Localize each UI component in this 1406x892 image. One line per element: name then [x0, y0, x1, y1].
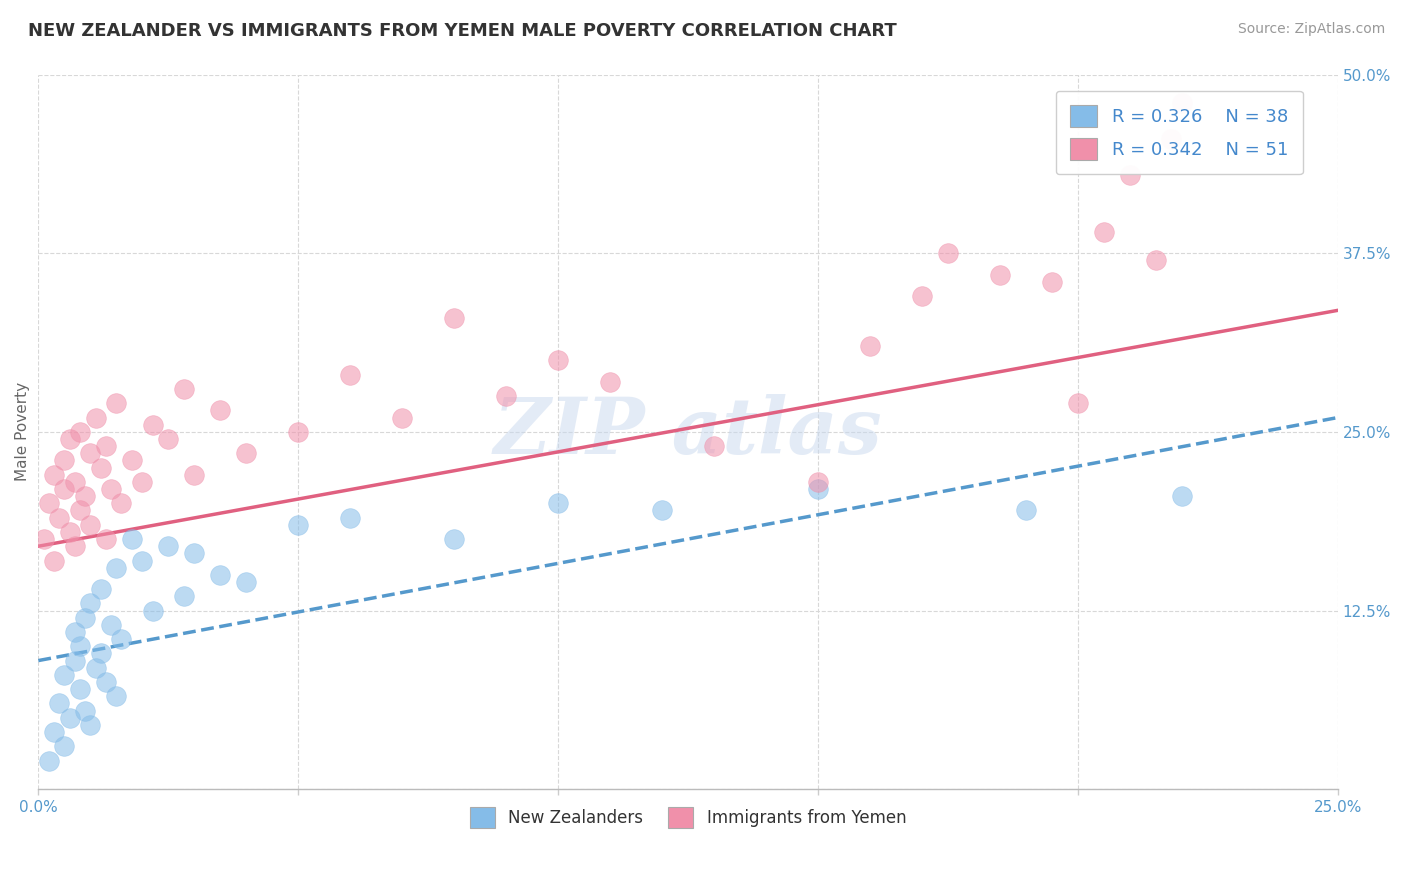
- Point: [90, 647, 112, 661]
- Point: [1015, 503, 1038, 517]
- Point: [1170, 96, 1192, 111]
- Point: [63, 654, 86, 668]
- Point: [1170, 489, 1192, 503]
- Point: [84, 661, 107, 675]
- Point: [53, 668, 76, 682]
- Point: [53, 482, 76, 496]
- Point: [63, 475, 86, 489]
- Point: [58, 711, 80, 725]
- Point: [105, 690, 128, 704]
- Point: [547, 353, 569, 368]
- Point: [58, 524, 80, 539]
- Text: NEW ZEALANDER VS IMMIGRANTS FROM YEMEN MALE POVERTY CORRELATION CHART: NEW ZEALANDER VS IMMIGRANTS FROM YEMEN M…: [28, 22, 897, 40]
- Point: [599, 375, 621, 389]
- Point: [94, 439, 117, 453]
- Point: [157, 539, 180, 553]
- Point: [988, 268, 1011, 282]
- Point: [79, 596, 101, 610]
- Point: [110, 496, 132, 510]
- Point: [38, 754, 60, 768]
- Point: [703, 439, 725, 453]
- Point: [807, 475, 830, 489]
- Point: [936, 246, 959, 260]
- Point: [807, 482, 830, 496]
- Point: [183, 546, 205, 560]
- Legend: New Zealanders, Immigrants from Yemen: New Zealanders, Immigrants from Yemen: [463, 801, 912, 835]
- Point: [1160, 132, 1182, 146]
- Point: [651, 503, 673, 517]
- Point: [32, 532, 55, 546]
- Point: [79, 446, 101, 460]
- Point: [79, 517, 101, 532]
- Point: [443, 532, 465, 546]
- Point: [235, 574, 257, 589]
- Point: [90, 582, 112, 596]
- Point: [48, 510, 70, 524]
- Point: [1040, 275, 1063, 289]
- Point: [69, 682, 91, 697]
- Point: [157, 432, 180, 446]
- Point: [48, 697, 70, 711]
- Point: [69, 503, 91, 517]
- Point: [443, 310, 465, 325]
- Point: [105, 560, 128, 574]
- Point: [391, 410, 413, 425]
- Point: [42, 553, 65, 567]
- Point: [235, 446, 257, 460]
- Point: [63, 625, 86, 640]
- Point: [58, 432, 80, 446]
- Text: ZIP atlas: ZIP atlas: [494, 393, 883, 470]
- Y-axis label: Male Poverty: Male Poverty: [15, 383, 30, 482]
- Point: [63, 539, 86, 553]
- Point: [1119, 168, 1142, 182]
- Point: [42, 467, 65, 482]
- Point: [142, 417, 165, 432]
- Point: [287, 425, 309, 439]
- Point: [339, 510, 361, 524]
- Point: [339, 368, 361, 382]
- Point: [142, 603, 165, 617]
- Point: [79, 718, 101, 732]
- Point: [547, 496, 569, 510]
- Point: [75, 610, 97, 624]
- Point: [1144, 253, 1167, 268]
- Point: [1067, 396, 1090, 410]
- Text: Source: ZipAtlas.com: Source: ZipAtlas.com: [1237, 22, 1385, 37]
- Point: [75, 704, 97, 718]
- Point: [38, 496, 60, 510]
- Point: [495, 389, 517, 403]
- Point: [100, 482, 122, 496]
- Point: [209, 567, 232, 582]
- Point: [110, 632, 132, 647]
- Point: [75, 489, 97, 503]
- Point: [105, 396, 128, 410]
- Point: [121, 532, 143, 546]
- Point: [90, 460, 112, 475]
- Point: [173, 589, 195, 603]
- Point: [183, 467, 205, 482]
- Point: [121, 453, 143, 467]
- Point: [42, 725, 65, 739]
- Point: [100, 617, 122, 632]
- Point: [53, 453, 76, 467]
- Point: [131, 475, 153, 489]
- Point: [173, 382, 195, 396]
- Point: [859, 339, 882, 353]
- Point: [69, 640, 91, 654]
- Point: [94, 532, 117, 546]
- Point: [911, 289, 934, 303]
- Point: [131, 553, 153, 567]
- Point: [69, 425, 91, 439]
- Point: [84, 410, 107, 425]
- Point: [209, 403, 232, 417]
- Point: [1092, 225, 1115, 239]
- Point: [53, 739, 76, 754]
- Point: [94, 675, 117, 690]
- Point: [287, 517, 309, 532]
